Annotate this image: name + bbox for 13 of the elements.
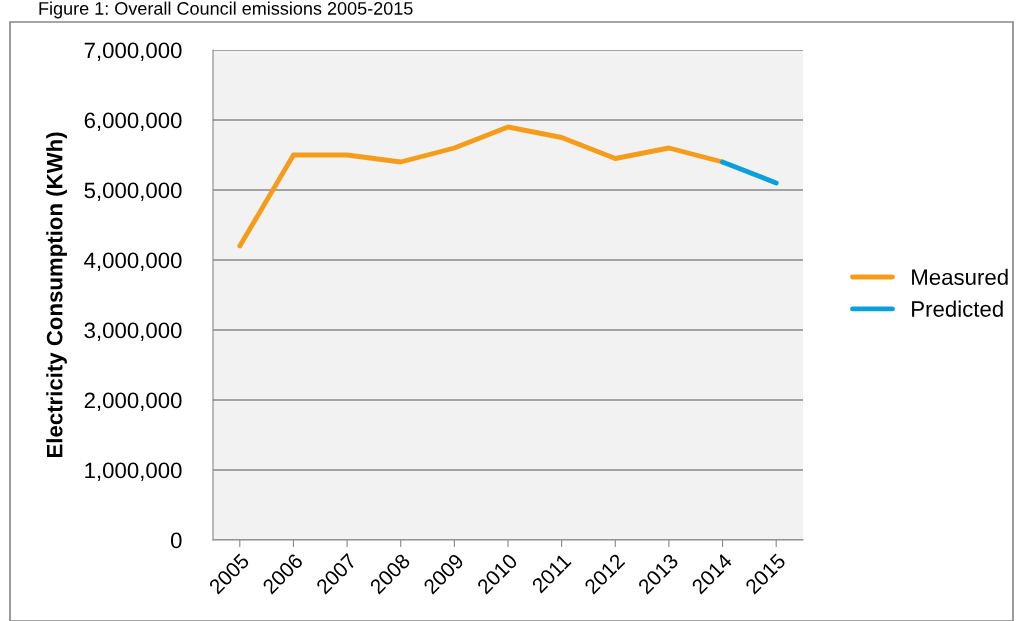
y-tick-label: 7,000,000 [84, 42, 182, 61]
y-tick-label: 1,000,000 [85, 462, 182, 481]
y-tick-label: 2,000,000 [84, 392, 182, 411]
y-tick-label: 3,000,000 [84, 322, 182, 341]
legend-label: Predicted [912, 300, 1003, 317]
y-tick-label: 4,000,000 [84, 252, 182, 271]
y-axis-title: Electricity Consumption (KWh) [46, 132, 67, 458]
y-tick-label: 0 [170, 532, 182, 549]
y-tick-label: 6,000,000 [84, 112, 182, 131]
legend-label: Measured [912, 268, 1008, 286]
chart-title: Figure 1: Overall Council emissions 2005-2015 [39, 1, 413, 19]
line-series [237, 124, 725, 249]
y-tick-label: 5,000,000 [84, 182, 182, 201]
